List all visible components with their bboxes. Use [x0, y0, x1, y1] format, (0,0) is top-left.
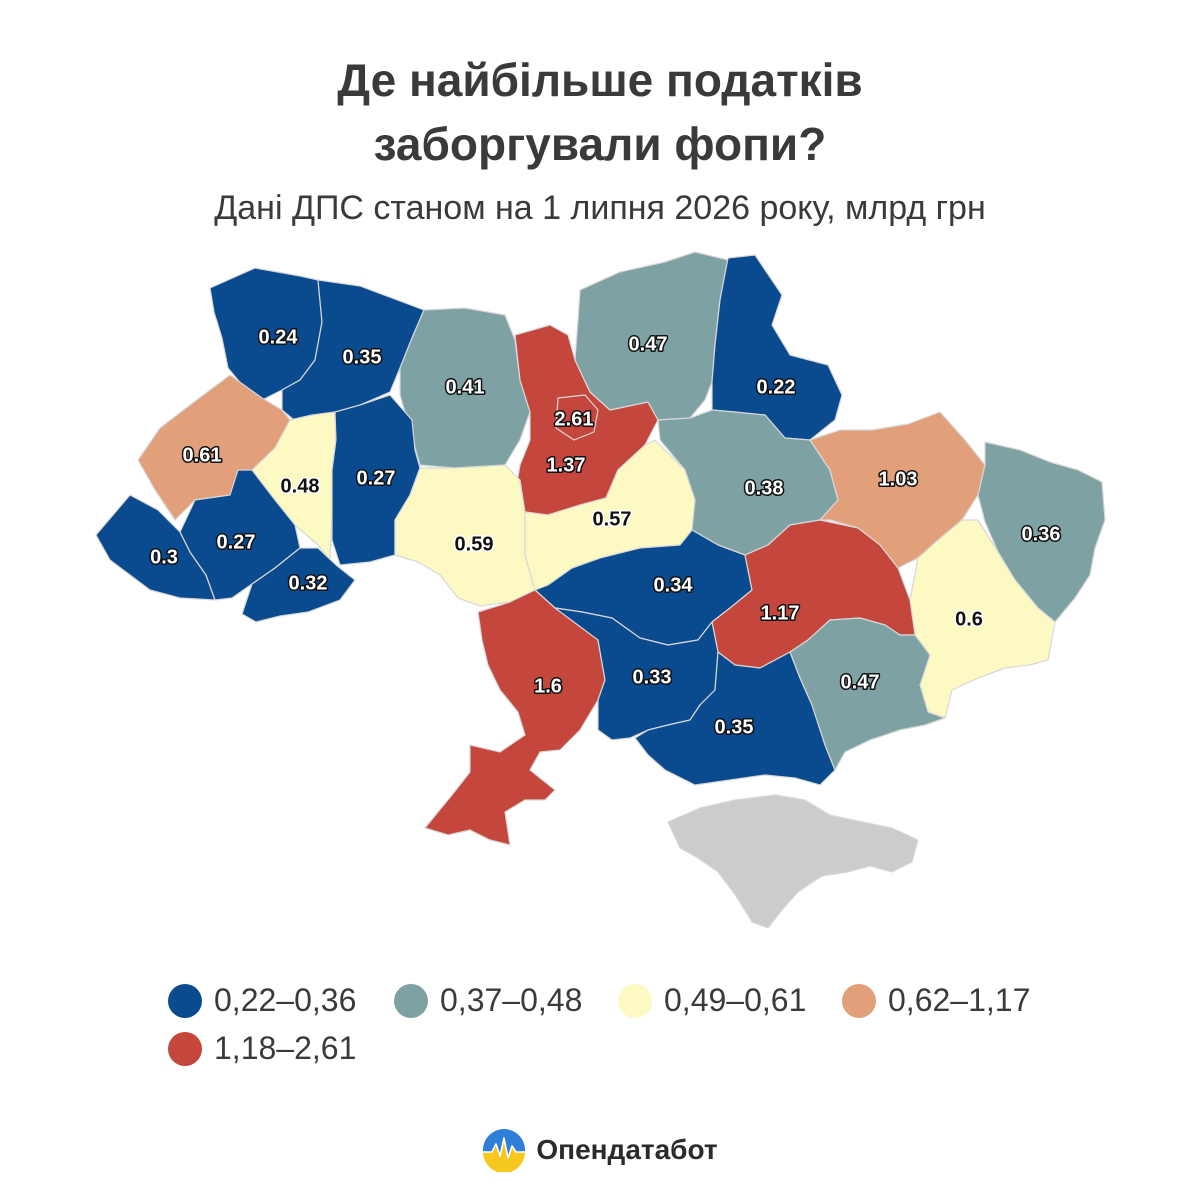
value-lviv: 0.61: [183, 444, 222, 466]
value-kharkiv: 1.03: [879, 468, 918, 490]
value-cherkasy: 0.57: [593, 508, 632, 530]
value-poltava: 0.38: [745, 477, 784, 499]
page-subtitle: Дані ДПС станом на 1 липня 2026 року, мл…: [214, 189, 986, 227]
value-luhansk: 0.36: [1022, 523, 1061, 545]
legend-label-3: 0,49–0,61: [664, 982, 807, 1018]
value-dnipropetrovsk: 1.17: [761, 602, 800, 624]
value-sumy: 0.22: [757, 376, 796, 398]
region-odesa: [424, 589, 606, 846]
value-vinnytsia: 0.59: [455, 533, 494, 555]
title-line-2: заборгували фопи?: [373, 118, 827, 170]
legend-label-4: 0,62–1,17: [888, 982, 1031, 1018]
sun-over-mountain-icon: [483, 1129, 526, 1172]
value-chernihiv: 0.47: [629, 333, 668, 355]
value-kirovohrad: 0.34: [654, 574, 694, 596]
value-ivano-frankivsk: 0.27: [217, 531, 256, 553]
legend-item-1: 0,22–0,36: [168, 982, 356, 1019]
value-zakarpattia: 0.3: [150, 546, 178, 568]
legend-swatch-4: [842, 983, 876, 1018]
legend-item-5: 1,18–2,61: [168, 1030, 356, 1067]
region-zaporizhzhia: [789, 617, 946, 771]
region-luhansk: [977, 441, 1106, 623]
title-line-1: Де найбільше податків: [337, 54, 863, 106]
value-kherson: 0.35: [715, 716, 754, 738]
legend-label-1: 0,22–0,36: [214, 982, 357, 1018]
legend-label-5: 1,18–2,61: [214, 1030, 357, 1066]
value-volyn: 0.24: [259, 326, 299, 348]
value-chernivtsi: 0.32: [289, 572, 328, 594]
legend-swatch-5: [168, 1031, 202, 1066]
value-odesa: 1.6: [534, 675, 562, 697]
brand-name: Опендатабот: [536, 1134, 718, 1165]
value-mykolaiv: 0.33: [633, 666, 672, 688]
legend-item-3: 0,49–0,61: [618, 982, 806, 1019]
region-value-labels: 0.24 0.35 0.41 2.61 1.37 0.47 0.22 0.61 …: [149, 325, 1062, 740]
legend-label-2: 0,37–0,48: [440, 982, 583, 1018]
value-kyiv-oblast: 1.37: [547, 454, 586, 476]
page-title: Де найбільше податків заборгували фопи?: [0, 48, 1200, 176]
value-donetsk: 0.6: [955, 608, 983, 630]
region-chernivtsi: [241, 547, 356, 623]
legend-swatch-2: [394, 983, 428, 1018]
value-zhytomyr: 0.41: [446, 376, 485, 398]
legend-item-2: 0,37–0,48: [394, 982, 582, 1019]
region-chernihiv: [574, 251, 729, 421]
value-ternopil: 0.48: [281, 475, 320, 497]
region-vinnytsia: [394, 464, 536, 607]
value-zaporizhzhia: 0.47: [841, 671, 880, 693]
value-kyiv: 2.61: [555, 408, 594, 430]
legend-swatch-3: [618, 983, 652, 1018]
legend-item-4: 0,62–1,17: [842, 982, 1030, 1019]
region-crimea: [667, 794, 919, 929]
region-zakarpattia: [95, 494, 216, 601]
value-rivne: 0.35: [343, 346, 382, 368]
legend-swatch-1: [168, 983, 202, 1018]
value-khmelnytskyi: 0.27: [357, 467, 396, 489]
region-kyiv-city: [555, 394, 599, 441]
brand-footer: Опендатабот: [0, 1128, 1200, 1172]
